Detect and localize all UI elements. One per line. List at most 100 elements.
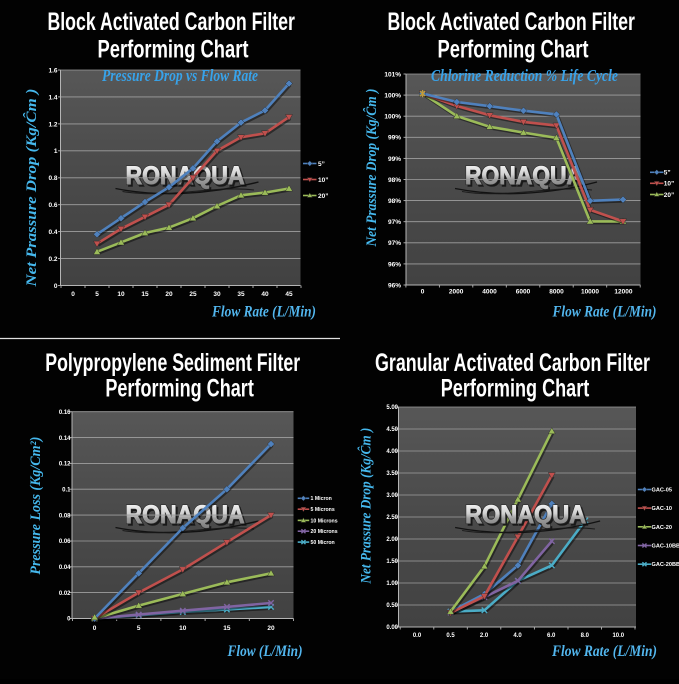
svg-text:4.00: 4.00 (386, 449, 398, 455)
svg-text:1.6: 1.6 (48, 67, 57, 74)
svg-text:1: 1 (54, 148, 58, 155)
svg-text:5”: 5” (664, 170, 671, 177)
svg-text:RONAQUA: RONAQUA (465, 162, 583, 190)
svg-text:Performing Chart: Performing Chart (98, 36, 249, 64)
svg-text:Performing Chart: Performing Chart (441, 375, 590, 403)
svg-text:4000: 4000 (482, 289, 497, 296)
svg-text:5 Microns: 5 Microns (311, 507, 335, 513)
svg-text:25: 25 (189, 291, 197, 298)
svg-text:2.00: 2.00 (386, 537, 398, 543)
svg-text:0.00: 0.00 (386, 625, 398, 631)
svg-text:Flow Rate (L/Min): Flow Rate (L/Min) (552, 304, 657, 321)
svg-text:100%: 100% (384, 93, 401, 100)
svg-text:2.50: 2.50 (386, 515, 398, 521)
svg-text:50 Micron: 50 Micron (311, 540, 335, 546)
svg-text:Block Activated Carbon Filter: Block Activated Carbon Filter (387, 8, 635, 36)
svg-text:Flow Rate (L/Min): Flow Rate (L/Min) (211, 304, 316, 321)
svg-text:98%: 98% (388, 177, 401, 184)
svg-text:98%: 98% (388, 198, 401, 205)
svg-text:0.8: 0.8 (48, 175, 57, 182)
svg-text:4.50: 4.50 (386, 427, 398, 433)
svg-text:20: 20 (267, 625, 275, 632)
svg-text:0: 0 (421, 289, 425, 296)
svg-text:20: 20 (165, 291, 173, 298)
svg-text:0.12: 0.12 (59, 462, 71, 468)
svg-text:12000: 12000 (614, 289, 632, 296)
svg-text:GAC-20: GAC-20 (652, 525, 673, 531)
svg-text:1.4: 1.4 (48, 94, 57, 101)
svg-text:15: 15 (141, 291, 149, 298)
svg-text:10: 10 (117, 291, 125, 298)
svg-text:Polypropylene Sediment Filter: Polypropylene Sediment Filter (45, 349, 300, 377)
svg-text:0.14: 0.14 (59, 436, 71, 442)
svg-text:5: 5 (95, 291, 99, 298)
svg-text:Pressure Loss (Kg/Cm²): Pressure Loss (Kg/Cm²) (28, 437, 44, 575)
svg-text:GAC-05: GAC-05 (652, 488, 673, 494)
svg-text:10”: 10” (664, 181, 674, 188)
svg-text:Net Prassure Drop (Kg/Ĉm ): Net Prassure Drop (Kg/Ĉm ) (358, 428, 375, 585)
svg-text:5: 5 (137, 625, 141, 632)
svg-text:96%: 96% (388, 261, 401, 268)
svg-text:40: 40 (261, 291, 269, 298)
svg-text:Granular Activated Carbon Filt: Granular Activated Carbon Filter (375, 349, 650, 377)
svg-text:1.2: 1.2 (48, 121, 57, 128)
svg-text:0.16: 0.16 (59, 410, 71, 416)
svg-text:1.50: 1.50 (386, 559, 398, 565)
svg-text:2000: 2000 (449, 289, 464, 296)
svg-text:RONAQUA: RONAQUA (465, 501, 586, 529)
svg-text:0.2: 0.2 (48, 256, 57, 263)
svg-text:0.04: 0.04 (59, 565, 71, 571)
svg-text:2.0: 2.0 (480, 633, 489, 639)
svg-text:10: 10 (179, 625, 187, 632)
svg-text:20”: 20” (318, 193, 328, 200)
svg-text:8.0: 8.0 (581, 633, 590, 639)
svg-text:96%: 96% (388, 282, 401, 289)
svg-text:5.00: 5.00 (386, 405, 398, 411)
svg-text:10000: 10000 (581, 289, 599, 296)
svg-text:0.02: 0.02 (59, 591, 71, 597)
svg-text:0.4: 0.4 (48, 229, 57, 236)
svg-text:Net Prassure Drop (Kg/Ĉm ): Net Prassure Drop (Kg/Ĉm ) (23, 89, 40, 288)
svg-text:6.0: 6.0 (547, 633, 556, 639)
svg-text:3.00: 3.00 (386, 493, 398, 499)
svg-text:20 Microns: 20 Microns (311, 529, 338, 535)
svg-text:1 Micron: 1 Micron (311, 496, 332, 502)
svg-text:GAC-10: GAC-10 (652, 506, 673, 512)
svg-text:0.5: 0.5 (446, 633, 455, 639)
svg-text:8000: 8000 (549, 289, 564, 296)
svg-text:0.0: 0.0 (413, 633, 422, 639)
svg-text:0: 0 (71, 291, 75, 298)
svg-text:1.00: 1.00 (386, 581, 398, 587)
svg-text:0.6: 0.6 (48, 202, 57, 209)
svg-text:Pressure Drop vs Flow Rate: Pressure Drop vs Flow Rate (101, 66, 258, 85)
svg-text:Block Activated Carbon Filter: Block Activated Carbon Filter (47, 8, 295, 36)
svg-text:99%: 99% (388, 135, 401, 142)
svg-text:100%: 100% (384, 114, 401, 121)
svg-text:0: 0 (93, 625, 97, 632)
svg-text:Flow Rate (L/Min): Flow Rate (L/Min) (551, 643, 657, 660)
svg-text:6000: 6000 (516, 289, 531, 296)
svg-text:0.08: 0.08 (59, 513, 71, 519)
svg-text:10 Microns: 10 Microns (311, 518, 338, 524)
svg-text:97%: 97% (388, 240, 401, 247)
svg-text:15: 15 (223, 625, 231, 632)
svg-text:0.50: 0.50 (386, 603, 398, 609)
svg-text:3.50: 3.50 (386, 471, 398, 477)
svg-text:20”: 20” (664, 192, 674, 199)
svg-text:0.1: 0.1 (62, 487, 71, 493)
svg-text:Flow (L/Min): Flow (L/Min) (227, 643, 303, 660)
svg-text:GAC-10BB: GAC-10BB (652, 544, 679, 550)
svg-text:101%: 101% (384, 71, 401, 78)
svg-text:5”: 5” (318, 161, 325, 168)
svg-text:97%: 97% (388, 219, 401, 226)
svg-text:4.0: 4.0 (513, 633, 522, 639)
svg-text:Performing Chart: Performing Chart (105, 375, 254, 403)
svg-text:30: 30 (213, 291, 221, 298)
svg-text:99%: 99% (388, 156, 401, 163)
svg-text:10”: 10” (318, 177, 328, 184)
svg-text:Net Prassure Drop (Kg/Ĉm ): Net Prassure Drop (Kg/Ĉm ) (363, 88, 380, 247)
svg-text:GAC-20BB: GAC-20BB (652, 562, 679, 568)
svg-text:Performing Chart: Performing Chart (438, 36, 589, 64)
svg-text:Chlorine Reduction % Life Cycl: Chlorine Reduction % Life Cycle (431, 66, 618, 85)
svg-text:0.06: 0.06 (59, 539, 71, 545)
